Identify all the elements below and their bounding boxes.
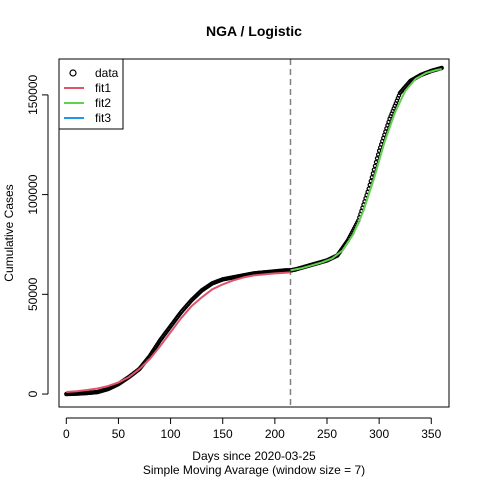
- data-point: [371, 167, 377, 172]
- y-tick-label: 100000: [26, 174, 40, 214]
- y-axis: 0 50000 100000 150000: [26, 75, 49, 397]
- legend-label-fit1: fit1: [95, 81, 111, 95]
- legend-marker-data: [69, 69, 77, 77]
- x-tick-label: 0: [63, 427, 70, 441]
- y-axis-label: Cumulative Cases: [2, 184, 16, 281]
- data-point: [372, 163, 378, 169]
- legend-label-fit2: fit2: [95, 96, 111, 110]
- x-tick-label: 200: [265, 427, 285, 441]
- x-axis-sublabel: Simple Moving Avarage (window size = 7): [143, 463, 365, 477]
- data-point: [373, 159, 379, 165]
- data-point: [374, 156, 380, 161]
- x-axis-label: Days since 2020-03-25: [192, 449, 316, 463]
- x-tick-label: 150: [213, 427, 233, 441]
- x-tick-label: 300: [369, 427, 389, 441]
- y-tick-label: 150000: [26, 75, 40, 115]
- legend: data fit1 fit2 fit3: [58, 58, 124, 130]
- x-tick-label: 50: [112, 427, 126, 441]
- chart-title: NGA / Logistic: [206, 23, 302, 39]
- data-point: [375, 152, 381, 157]
- y-tick-label: 0: [26, 390, 40, 397]
- x-tick-label: 100: [161, 427, 181, 441]
- plot-area: [64, 59, 444, 407]
- legend-label-fit3: fit3: [95, 111, 111, 125]
- y-tick-label: 50000: [26, 277, 40, 311]
- series-line-fit2: [290, 68, 442, 272]
- series-line-fit1: [66, 271, 291, 393]
- series-data: [64, 65, 444, 397]
- x-tick-label: 250: [317, 427, 337, 441]
- x-tick-label: 350: [421, 427, 441, 441]
- data-point: [370, 171, 376, 176]
- plot-frame: [58, 58, 450, 408]
- x-axis: 0 50 100 150 200 250 300 350: [63, 417, 442, 441]
- legend-label-data: data: [95, 66, 119, 80]
